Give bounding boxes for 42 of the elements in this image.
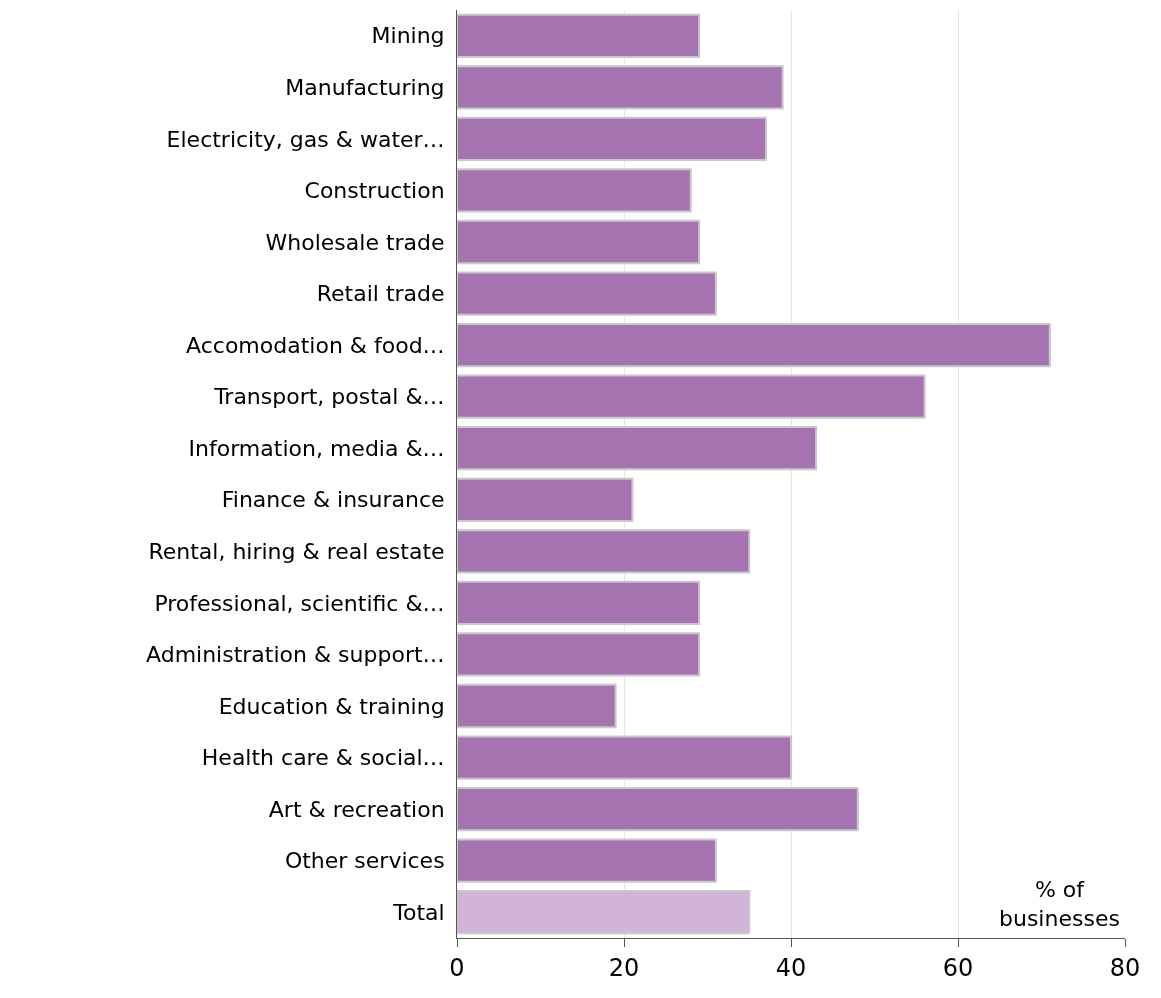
y-tick-label: Rental, hiring & real estate bbox=[148, 539, 452, 565]
bar bbox=[457, 838, 717, 883]
x-tick-label: 20 bbox=[608, 953, 640, 982]
y-tick-label: Professional, scientific &… bbox=[154, 590, 452, 616]
bar bbox=[457, 374, 926, 419]
y-tick-label: Administration & support… bbox=[146, 642, 452, 668]
bar bbox=[457, 477, 634, 522]
bar bbox=[457, 529, 751, 574]
bar bbox=[457, 65, 784, 110]
x-tick-label: 80 bbox=[1109, 953, 1141, 982]
bar bbox=[457, 786, 859, 832]
y-tick-label: Retail trade bbox=[316, 281, 452, 307]
y-tick-label: Transport, postal &… bbox=[213, 384, 452, 410]
x-tick-label: 0 bbox=[449, 953, 465, 982]
bar bbox=[457, 426, 818, 471]
y-tick-label: Education & training bbox=[218, 693, 452, 719]
bar bbox=[457, 322, 1051, 368]
y-tick-label: Information, media &… bbox=[188, 435, 452, 461]
y-tick-label: Construction bbox=[304, 178, 452, 204]
y-tick-label: Manufacturing bbox=[285, 75, 452, 101]
bar bbox=[457, 890, 751, 935]
y-tick-label: Wholesale trade bbox=[265, 229, 452, 255]
y-tick-label: Mining bbox=[371, 23, 452, 49]
y-tick-label: Health care & social… bbox=[201, 745, 452, 771]
x-tick-label: 40 bbox=[775, 953, 807, 982]
y-tick-label: Art & recreation bbox=[268, 796, 452, 822]
y-tick-label: Total bbox=[392, 899, 452, 925]
y-tick-label: Other services bbox=[284, 848, 452, 874]
bar bbox=[457, 580, 701, 626]
bar bbox=[457, 271, 717, 316]
bar bbox=[457, 683, 617, 729]
y-tick-label: Electricity, gas & water… bbox=[166, 126, 452, 152]
bar bbox=[457, 116, 767, 162]
bar bbox=[457, 735, 792, 780]
annotation: % of businesses bbox=[999, 877, 1120, 931]
bar bbox=[457, 168, 692, 213]
x-tick-label: 60 bbox=[942, 953, 974, 982]
y-tick-label: Finance & insurance bbox=[221, 487, 452, 513]
bar bbox=[457, 632, 701, 677]
bar bbox=[457, 13, 701, 58]
y-tick-label: Accomodation & food… bbox=[186, 332, 452, 358]
bar bbox=[457, 219, 701, 265]
